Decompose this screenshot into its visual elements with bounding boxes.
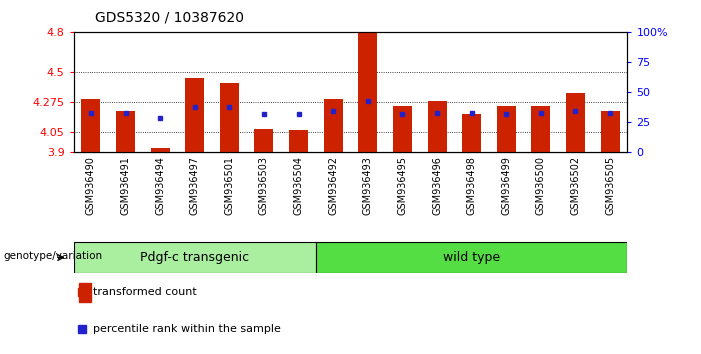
Text: GSM936498: GSM936498 xyxy=(467,156,477,215)
Text: GSM936496: GSM936496 xyxy=(432,156,442,215)
Bar xyxy=(393,106,412,152)
Bar xyxy=(81,99,100,152)
Text: GSM936497: GSM936497 xyxy=(190,156,200,215)
Text: GSM936492: GSM936492 xyxy=(328,156,338,215)
Bar xyxy=(254,129,273,152)
Text: GSM936491: GSM936491 xyxy=(121,156,130,215)
Bar xyxy=(358,33,377,152)
Bar xyxy=(428,101,447,152)
Bar xyxy=(566,93,585,152)
Bar xyxy=(220,83,239,152)
Text: GSM936494: GSM936494 xyxy=(155,156,165,215)
Bar xyxy=(531,106,550,152)
Bar xyxy=(185,78,204,152)
Bar xyxy=(497,106,516,152)
Bar xyxy=(289,130,308,152)
Text: GSM936495: GSM936495 xyxy=(397,156,407,215)
Bar xyxy=(601,111,620,152)
Bar xyxy=(151,148,170,152)
Bar xyxy=(324,99,343,152)
Text: GSM936504: GSM936504 xyxy=(294,156,304,215)
Text: GSM936502: GSM936502 xyxy=(571,156,580,215)
Text: percentile rank within the sample: percentile rank within the sample xyxy=(93,324,281,334)
Bar xyxy=(316,242,627,273)
Bar xyxy=(74,242,316,273)
Bar xyxy=(79,283,90,302)
Text: GSM936493: GSM936493 xyxy=(363,156,373,215)
Text: genotype/variation: genotype/variation xyxy=(3,251,102,261)
Bar xyxy=(116,111,135,152)
Text: GSM936490: GSM936490 xyxy=(86,156,96,215)
Text: GSM936500: GSM936500 xyxy=(536,156,546,215)
Text: GDS5320 / 10387620: GDS5320 / 10387620 xyxy=(95,11,244,25)
Text: GSM936501: GSM936501 xyxy=(224,156,234,215)
Text: Pdgf-c transgenic: Pdgf-c transgenic xyxy=(140,251,250,264)
Text: GSM936503: GSM936503 xyxy=(259,156,269,215)
Text: wild type: wild type xyxy=(443,251,501,264)
Bar xyxy=(462,114,481,152)
Text: transformed count: transformed count xyxy=(93,287,197,297)
Text: GSM936505: GSM936505 xyxy=(605,156,615,215)
Text: GSM936499: GSM936499 xyxy=(501,156,511,215)
